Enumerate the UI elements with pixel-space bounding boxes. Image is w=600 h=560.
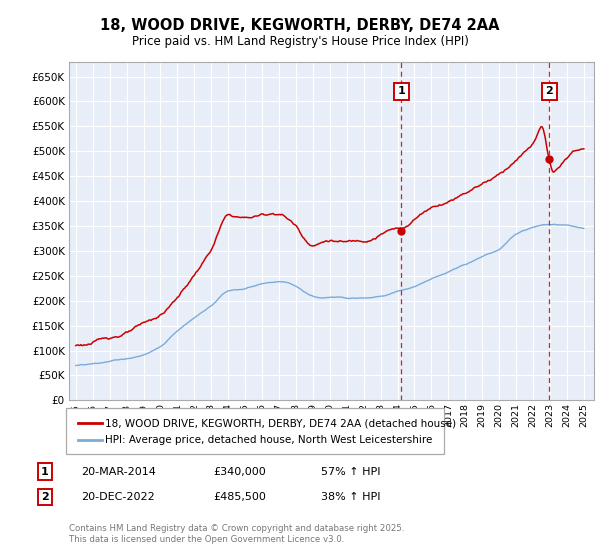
Text: 20-DEC-2022: 20-DEC-2022 xyxy=(81,492,155,502)
Text: £485,500: £485,500 xyxy=(213,492,266,502)
Text: 1: 1 xyxy=(41,466,49,477)
Text: 20-MAR-2014: 20-MAR-2014 xyxy=(81,466,156,477)
Text: Price paid vs. HM Land Registry's House Price Index (HPI): Price paid vs. HM Land Registry's House … xyxy=(131,35,469,49)
Text: Contains HM Land Registry data © Crown copyright and database right 2025.
This d: Contains HM Land Registry data © Crown c… xyxy=(69,524,404,544)
Text: 2: 2 xyxy=(545,86,553,96)
Text: 2: 2 xyxy=(41,492,49,502)
Text: 18, WOOD DRIVE, KEGWORTH, DERBY, DE74 2AA (detached house): 18, WOOD DRIVE, KEGWORTH, DERBY, DE74 2A… xyxy=(105,418,456,428)
Text: £340,000: £340,000 xyxy=(213,466,266,477)
Text: 38% ↑ HPI: 38% ↑ HPI xyxy=(321,492,380,502)
Text: 18, WOOD DRIVE, KEGWORTH, DERBY, DE74 2AA: 18, WOOD DRIVE, KEGWORTH, DERBY, DE74 2A… xyxy=(100,18,500,32)
Text: 57% ↑ HPI: 57% ↑ HPI xyxy=(321,466,380,477)
Text: HPI: Average price, detached house, North West Leicestershire: HPI: Average price, detached house, Nort… xyxy=(105,435,433,445)
Text: 1: 1 xyxy=(397,86,405,96)
